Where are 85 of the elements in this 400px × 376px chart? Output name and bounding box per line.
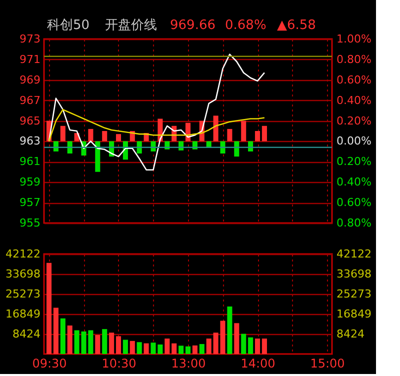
text: 0.68%: [225, 18, 266, 33]
bar: [241, 120, 246, 142]
bar: [164, 338, 170, 354]
x-tick-label: 10:30: [102, 356, 136, 370]
bar: [102, 329, 108, 354]
text: 969.66: [170, 18, 216, 33]
bar: [150, 141, 156, 152]
bar: [116, 336, 122, 354]
bar: [254, 338, 260, 354]
bar: [234, 141, 240, 157]
bar: [95, 335, 100, 354]
bar: [88, 128, 94, 142]
bar: [46, 262, 52, 354]
y-tick-label: 957: [20, 196, 40, 210]
y2-tick-label: 0.60%: [336, 196, 372, 210]
y2-tick-label: 25273: [336, 288, 372, 300]
bar: [248, 337, 254, 354]
y2-tick-label: 0.80%: [336, 52, 372, 66]
bar: [234, 323, 240, 354]
bar: [206, 338, 212, 354]
bar: [227, 306, 232, 354]
x-tick-label: 13:00: [171, 356, 206, 370]
bar: [136, 342, 142, 354]
x-tick-label: 15:00: [310, 356, 345, 370]
bar: [254, 131, 260, 142]
bar: [60, 126, 66, 142]
bar: [116, 134, 122, 142]
bar: [60, 318, 66, 354]
bar: [262, 338, 267, 354]
bar: [144, 343, 149, 354]
text: 开盘价线: [105, 18, 157, 33]
y2-tick-label: 16849: [336, 308, 372, 320]
line-series: [48, 108, 266, 142]
bar: [220, 141, 226, 154]
bar: [122, 340, 128, 354]
y-tick-label: 971: [20, 52, 40, 66]
bar: [136, 141, 142, 154]
bar: [172, 343, 177, 354]
bar: [178, 346, 184, 354]
bar: [67, 326, 72, 354]
bar: [67, 141, 72, 154]
bar: [109, 332, 114, 354]
line-series: [48, 54, 266, 170]
bar: [206, 141, 212, 148]
y2-tick-label: 0.40%: [336, 176, 372, 189]
bar: [130, 340, 135, 354]
bar: [192, 345, 198, 354]
bar: [95, 141, 100, 172]
y2-tick-label: 0.40%: [336, 94, 372, 107]
y-tick-label: 965: [20, 114, 40, 128]
y-tick-label: 973: [20, 32, 40, 46]
y2-tick-label: 42122: [336, 248, 372, 260]
bar: [185, 346, 191, 354]
y2-tick-label: 0.00%: [336, 134, 372, 148]
y2-tick-label: 0.80%: [336, 216, 372, 230]
bar: [213, 116, 218, 142]
y-tick-label: 33698: [6, 268, 40, 280]
y2-tick-label: 1.00%: [336, 32, 372, 46]
bar: [199, 344, 204, 354]
y-tick-label: 8424: [12, 328, 40, 340]
y-tick-label: 963: [20, 134, 40, 148]
y-tick-label: 16849: [6, 308, 40, 320]
bar: [102, 131, 108, 142]
y-tick-label: 955: [20, 216, 40, 230]
y2-tick-label: 0.20%: [336, 155, 372, 168]
y-tick-label: 959: [20, 176, 40, 189]
bar: [241, 334, 246, 354]
y2-tick-label: 33698: [336, 268, 372, 280]
y-tick-label: 25273: [6, 288, 40, 300]
y2-tick-label: 0.20%: [336, 114, 372, 128]
text: ▲6.58: [277, 18, 316, 33]
chart-title: 科创50: [47, 18, 90, 33]
bar: [248, 141, 254, 152]
bar: [262, 126, 267, 142]
y-tick-label: 42122: [6, 248, 40, 260]
bar: [53, 308, 58, 354]
bar: [227, 128, 232, 142]
y2-tick-label: 0.60%: [336, 73, 372, 86]
y-tick-label: 961: [20, 155, 40, 168]
y-tick-label: 969: [20, 73, 40, 86]
x-tick-label: 09:30: [32, 356, 67, 370]
y-tick-label: 967: [20, 94, 40, 107]
x-tick-label: 14:00: [240, 356, 276, 370]
bar: [53, 141, 58, 152]
y2-tick-label: 8424: [336, 328, 364, 340]
